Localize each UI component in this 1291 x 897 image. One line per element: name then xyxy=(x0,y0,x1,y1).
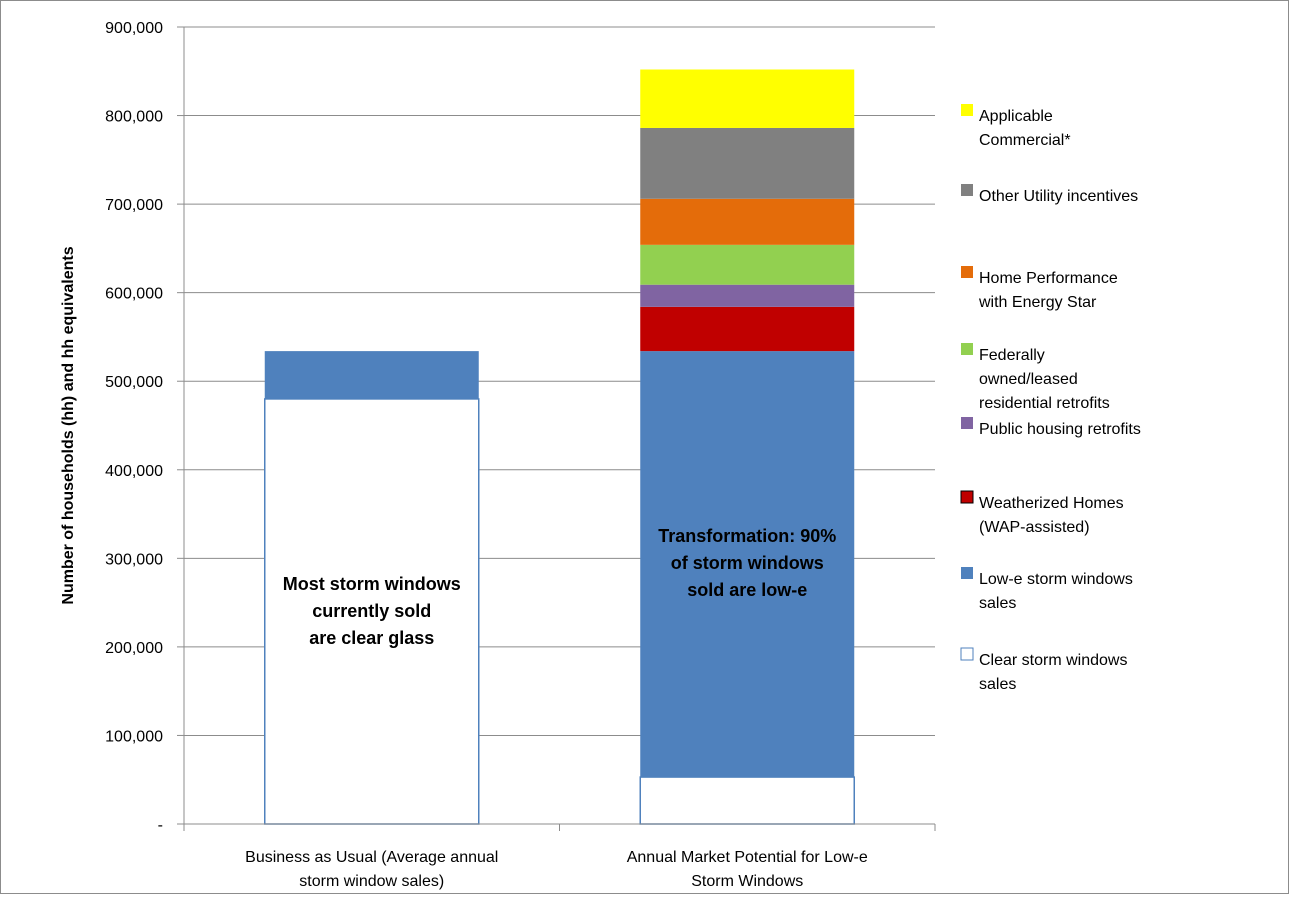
bar-segment xyxy=(640,306,855,352)
legend-swatch xyxy=(961,184,973,196)
bar-segment xyxy=(640,127,855,199)
legend-label: (WAP-assisted) xyxy=(979,519,1090,536)
axes: - 100,000 200,000 300,000 400,000 500,000 600,… xyxy=(60,20,936,890)
legend-swatch xyxy=(961,417,973,429)
legend-label: Weatherized Homes xyxy=(979,495,1124,512)
y-tick-label: 600,000 xyxy=(105,286,163,303)
bar-annotation-text: Transformation: 90% xyxy=(658,526,836,546)
legend-swatch xyxy=(961,567,973,579)
bar-segment xyxy=(640,198,855,245)
y-tick-label: 400,000 xyxy=(105,463,163,480)
y-tick-label: - xyxy=(158,817,163,834)
bar-annotation-text: currently sold xyxy=(312,601,431,621)
bar-segment xyxy=(264,351,479,399)
legend-label: sales xyxy=(979,676,1016,693)
y-tick-label: 200,000 xyxy=(105,640,163,657)
legend-swatch xyxy=(961,104,973,116)
x-category-label: storm window sales) xyxy=(299,873,444,890)
legend-swatch xyxy=(960,647,974,661)
bar-segment xyxy=(640,69,855,128)
legend-label: with Energy Star xyxy=(978,294,1097,311)
legend-swatch xyxy=(960,490,974,504)
legend-label: Clear storm windows xyxy=(979,652,1127,669)
legend-label: owned/leased xyxy=(979,371,1078,388)
y-tick-label: 300,000 xyxy=(105,551,163,568)
bar-annotation-text: Most storm windows xyxy=(283,574,461,594)
legend-label: Other Utility incentives xyxy=(979,188,1138,205)
y-tick-label: 100,000 xyxy=(105,728,163,745)
bar-segment xyxy=(640,351,855,778)
legend-label: Applicable xyxy=(979,108,1053,125)
annotations: Most storm windows currently sold are clea… xyxy=(283,526,837,648)
legend-label: residential retrofits xyxy=(979,395,1110,412)
legend-label: Federally xyxy=(979,347,1045,364)
bar-segment xyxy=(640,244,855,285)
bar-annotation-text: of storm windows xyxy=(671,553,824,573)
bar-annotation-text: are clear glass xyxy=(309,628,434,648)
x-category-label: Storm Windows xyxy=(691,873,803,890)
legend-label: Low-e storm windows xyxy=(979,571,1133,588)
legend: Applicable Commercial* Other Utility incen… xyxy=(960,104,1141,693)
y-tick-label: 500,000 xyxy=(105,374,163,391)
y-axis-label: Number of households (hh) and hh equival… xyxy=(60,246,77,604)
y-tick-label: 900,000 xyxy=(105,20,163,37)
legend-swatch xyxy=(961,343,973,355)
legend-swatch xyxy=(961,266,973,278)
bars xyxy=(264,69,855,825)
bar-segment xyxy=(264,398,480,825)
bar-segment xyxy=(640,284,855,307)
x-category-label: Business as Usual (Average annual xyxy=(245,849,498,866)
y-tick-label: 700,000 xyxy=(105,197,163,214)
legend-label: Commercial* xyxy=(979,132,1071,149)
x-category-label: Annual Market Potential for Low-e xyxy=(627,849,868,866)
bar-annotation-text: sold are low-e xyxy=(687,580,807,600)
legend-label: Public housing retrofits xyxy=(979,421,1141,438)
y-tick-label: 800,000 xyxy=(105,109,163,126)
legend-label: Home Performance xyxy=(979,270,1118,287)
legend-label: sales xyxy=(979,595,1016,612)
bar-segment xyxy=(639,776,855,825)
